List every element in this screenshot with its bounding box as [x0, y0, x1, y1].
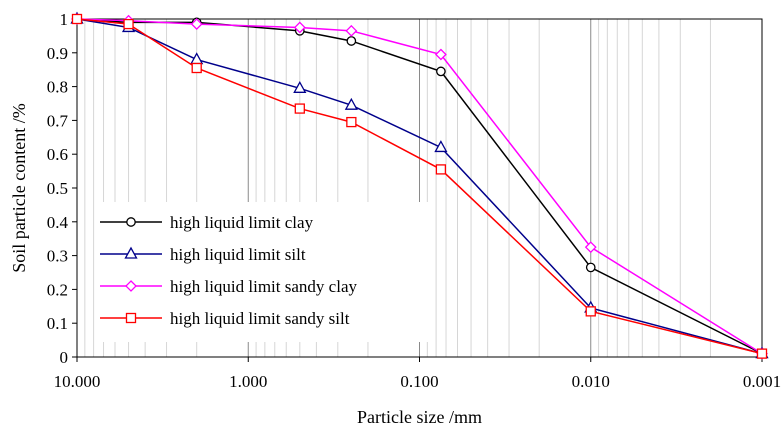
- y-tick-label: 0: [60, 348, 69, 367]
- x-axis-label: Particle size /mm: [357, 407, 482, 427]
- legend-label: high liquid limit clay: [170, 213, 314, 232]
- x-tick-label: 1.000: [229, 372, 267, 391]
- legend-label: high liquid limit sandy silt: [170, 309, 350, 328]
- data-point-diamond: [125, 280, 137, 292]
- y-tick-label: 0.6: [47, 145, 68, 164]
- data-point-square: [756, 348, 768, 359]
- series-layer: [70, 11, 769, 360]
- y-tick-label: 0.8: [47, 78, 68, 97]
- series-line: [76, 18, 763, 355]
- data-point-diamond: [190, 18, 203, 30]
- data-point-square: [435, 164, 447, 175]
- data-point-square: [191, 62, 202, 74]
- data-point-circle: [436, 66, 446, 77]
- series-4: [71, 13, 768, 359]
- data-point-square: [585, 306, 596, 317]
- legend-label: high liquid limit sandy clay: [170, 277, 357, 296]
- legend-label: high liquid limit silt: [170, 245, 306, 264]
- data-point-triangle: [344, 97, 358, 110]
- series-line: [76, 18, 763, 355]
- data-point-square: [346, 116, 357, 128]
- x-tick-label: 0.010: [572, 372, 610, 391]
- data-point-square: [125, 312, 137, 324]
- data-point-diamond: [345, 24, 358, 37]
- y-tick-label: 0.4: [47, 213, 69, 232]
- data-point-circle: [585, 262, 596, 273]
- y-axis-label: Soil particle content /%: [9, 103, 29, 272]
- axis-ticks: 0 0.1 0.2 0.3 0.4 0.5 0.6 0.7 0.8 0.9 1 10.000 1.000…: [47, 10, 781, 391]
- x-tick-label: 0.001: [743, 372, 781, 391]
- data-point-diamond: [584, 241, 597, 254]
- data-point-square: [123, 18, 134, 30]
- x-tick-label: 0.100: [400, 372, 438, 391]
- data-point-circle: [126, 217, 136, 227]
- y-tick-label: 0.7: [47, 111, 69, 130]
- y-tick-label: 0.9: [47, 44, 68, 63]
- data-point-diamond: [293, 21, 306, 34]
- y-tick-label: 0.5: [47, 179, 68, 198]
- data-point-triangle: [124, 246, 138, 259]
- legend-item: high liquid limit clay: [100, 213, 314, 232]
- data-point-square: [71, 13, 83, 25]
- legend: high liquid limit clay high liquid limit …: [95, 202, 435, 342]
- data-point-triangle: [434, 140, 448, 153]
- y-tick-label: 0.2: [47, 280, 68, 299]
- y-tick-label: 0.1: [47, 314, 68, 333]
- y-tick-label: 1: [60, 10, 69, 29]
- data-point-square: [294, 103, 305, 114]
- data-point-diamond: [434, 48, 447, 61]
- data-point-triangle: [293, 80, 307, 93]
- legend-item: high liquid limit sandy clay: [100, 277, 357, 296]
- series-line: [76, 18, 763, 355]
- series-line: [76, 18, 763, 355]
- data-point-circle: [346, 36, 357, 46]
- x-tick-label: 10.000: [54, 372, 101, 391]
- legend-item: high liquid limit silt: [100, 245, 306, 264]
- y-tick-label: 0.3: [47, 247, 68, 266]
- legend-item: high liquid limit sandy silt: [100, 309, 350, 328]
